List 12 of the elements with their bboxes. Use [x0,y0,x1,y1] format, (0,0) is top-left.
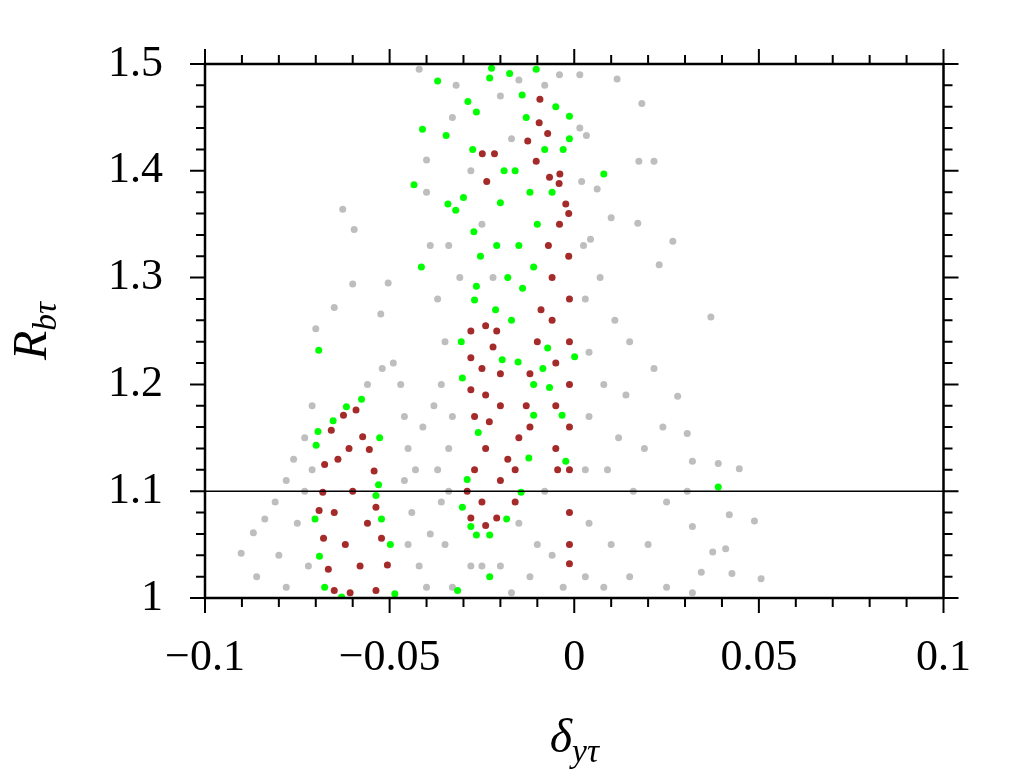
x-tick-label: −0.1 [165,630,245,680]
y-tick-label: 1 [141,570,163,620]
y-tick-label: 1.1 [108,463,163,513]
x-tick-label: 0.1 [916,630,971,680]
y-tick-label: 1.2 [108,356,163,406]
y-tick-label: 1.3 [108,250,163,300]
x-tick-label: 0 [563,630,586,680]
x-tick-label: −0.05 [338,630,441,680]
y-tick-label: 1.5 [108,36,163,86]
y-tick-label: 1.4 [108,143,163,193]
x-tick-label: 0.05 [720,630,798,680]
x-axis-title: δ$_{yτ}$ [549,709,599,769]
